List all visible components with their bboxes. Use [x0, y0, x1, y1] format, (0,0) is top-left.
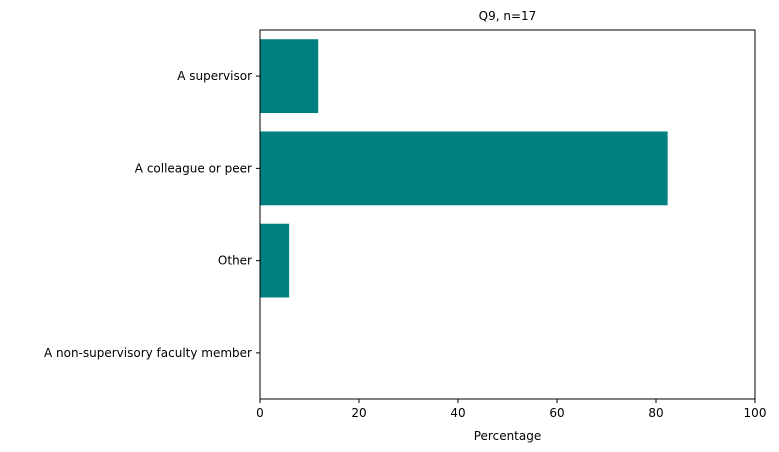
y-tick-label: A supervisor [177, 69, 252, 83]
plot-frame [259, 29, 756, 400]
x-tick-label: 60 [549, 406, 564, 420]
x-tick-label: 100 [744, 406, 767, 420]
bar-1 [260, 131, 668, 206]
bars-layer [260, 39, 668, 298]
x-tick-label: 0 [256, 406, 264, 420]
y-axis-ticks: A supervisor A colleague or peer Other A no… [44, 69, 260, 360]
x-tick-label: 80 [648, 406, 663, 420]
x-axis-ticks: 0 20 40 60 80 100 [256, 399, 766, 420]
x-tick-label: 40 [450, 406, 465, 420]
y-tick-label: A non-supervisory faculty member [44, 346, 252, 360]
x-axis-label: Percentage [474, 429, 542, 443]
bar-2 [260, 223, 290, 298]
x-tick-label: 20 [351, 406, 366, 420]
y-tick-label: A colleague or peer [135, 161, 252, 175]
chart-title: Q9, n=17 [479, 9, 537, 23]
bar-0 [260, 39, 319, 114]
y-tick-label: Other [218, 254, 252, 268]
